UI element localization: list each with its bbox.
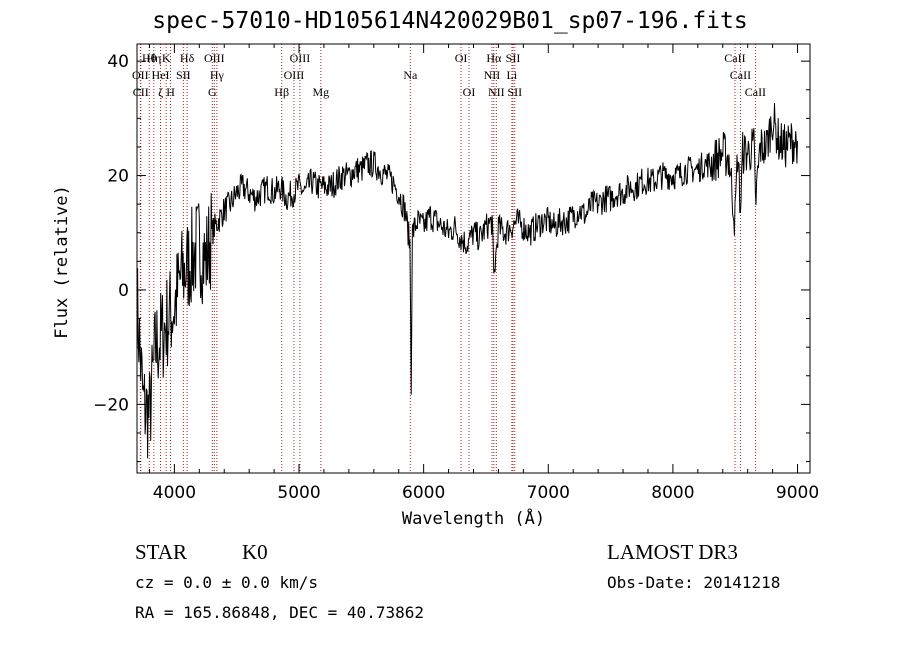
- spectral-line-label: Mg: [312, 85, 329, 99]
- spectral-line-label: OIII: [284, 68, 305, 82]
- spectral-line-label: CaII: [745, 85, 766, 99]
- spectral-line-label: NII: [484, 68, 501, 82]
- spectral-line-label: Hθ: [142, 51, 157, 65]
- x-tick-label: 7000: [527, 483, 570, 503]
- spectral-line-label: Hδ: [180, 51, 195, 65]
- y-axis-label: Flux (relative): [52, 185, 72, 339]
- spectral-line-label: Hη: [146, 51, 161, 65]
- x-tick-label: 9000: [776, 483, 819, 503]
- spectral-line-label: OI: [455, 51, 468, 65]
- spectral-line-label: Li: [507, 68, 518, 82]
- spectral-line-label: HeI: [152, 68, 170, 82]
- spectral-line-label: SII: [506, 51, 521, 65]
- plot-frame: [136, 43, 811, 474]
- spectral-line-label: Na: [403, 68, 418, 82]
- y-tick-label: 0: [118, 281, 129, 301]
- spectral-line-label: SII: [176, 68, 191, 82]
- spectral-line-label: OI: [463, 85, 476, 99]
- x-tick-label: 6000: [402, 483, 445, 503]
- spectrum-series: [136, 102, 798, 459]
- spectral-subclass: K0: [242, 540, 268, 564]
- observation-date: Obs-Date: 20141218: [607, 573, 781, 592]
- spectral-line-label: CII: [133, 85, 149, 99]
- y-tick-label: 20: [107, 167, 129, 187]
- coordinates-text: RA = 165.86848, DEC = 40.73862: [135, 603, 424, 622]
- spectral-line-label: OIII: [290, 51, 311, 65]
- spectrum-line: [136, 102, 798, 459]
- survey-name: LAMOST DR3: [607, 540, 738, 564]
- axis-ticks: 4000 5000 6000 7000 8000 9000 −20 0 20 40: [93, 44, 819, 503]
- x-tick-label: 4000: [153, 483, 196, 503]
- spectral-line-label: CaII: [724, 51, 745, 65]
- x-axis-label: Wavelength (Å): [401, 509, 546, 529]
- spectral-line-label: SII: [507, 85, 522, 99]
- y-tick-label: −20: [93, 395, 129, 415]
- spectral-line-label: H: [166, 85, 175, 99]
- spectral-line-label: OIII: [204, 51, 225, 65]
- redshift-text: cz = 0.0 ± 0.0 km/s: [135, 573, 319, 592]
- spectral-line-label: Hγ: [210, 68, 225, 82]
- spectral-line-label: G: [208, 85, 217, 99]
- y-tick-label: 40: [107, 52, 129, 72]
- spectral-line-label: ζ: [158, 85, 163, 99]
- object-class: STAR: [135, 540, 187, 564]
- spectral-line-label: NII: [488, 85, 505, 99]
- x-tick-label: 8000: [651, 483, 694, 503]
- spectral-line-label: OII: [132, 68, 149, 82]
- spectral-line-label: Hβ: [274, 85, 289, 99]
- spectral-line-label: K: [162, 51, 171, 65]
- x-tick-label: 5000: [277, 483, 320, 503]
- spectral-line-label: Hα: [486, 51, 502, 65]
- spectral-line-label: CaII: [730, 68, 751, 82]
- line-markers: [139, 44, 756, 473]
- chart-title: spec-57010-HD105614N420029B01_sp07-196.f…: [152, 8, 748, 34]
